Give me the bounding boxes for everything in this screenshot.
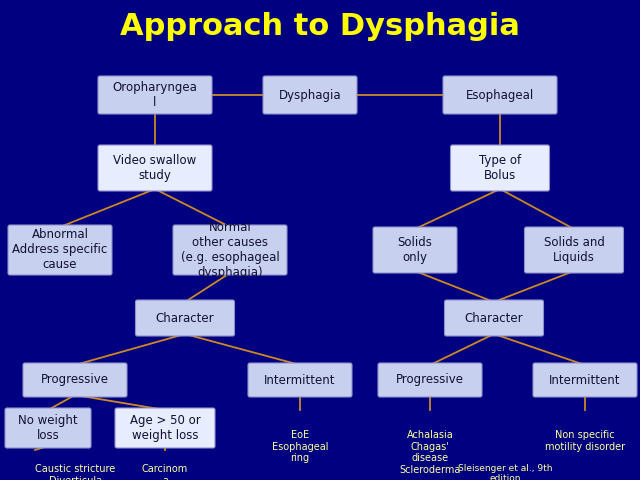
Text: Age > 50 or
weight loss: Age > 50 or weight loss (130, 414, 200, 442)
Text: Abnormal
Address specific
cause: Abnormal Address specific cause (12, 228, 108, 272)
FancyBboxPatch shape (5, 408, 91, 448)
FancyBboxPatch shape (445, 300, 543, 336)
Text: Character: Character (465, 312, 524, 324)
Text: Esophageal: Esophageal (466, 88, 534, 101)
Text: Type of
Bolus: Type of Bolus (479, 154, 521, 182)
FancyBboxPatch shape (373, 227, 457, 273)
FancyBboxPatch shape (533, 363, 637, 397)
Text: Solids and
Liquids: Solids and Liquids (543, 236, 604, 264)
Text: Normal
other causes
(e.g. esophageal
dysphagia): Normal other causes (e.g. esophageal dys… (180, 221, 280, 279)
Text: Intermittent: Intermittent (264, 373, 336, 386)
Text: Intermittent: Intermittent (549, 373, 621, 386)
Text: Achalasia
Chagas'
disease
Scleroderma: Achalasia Chagas' disease Scleroderma (399, 430, 461, 475)
Text: EoE
Esophageal
ring: EoE Esophageal ring (272, 430, 328, 463)
FancyBboxPatch shape (525, 227, 623, 273)
FancyBboxPatch shape (378, 363, 482, 397)
FancyBboxPatch shape (263, 76, 357, 114)
FancyBboxPatch shape (136, 300, 234, 336)
Text: Oropharyngea
l: Oropharyngea l (113, 81, 197, 109)
Text: Sleisenger et al., 9th
edition: Sleisenger et al., 9th edition (458, 464, 552, 480)
Text: Dysphagia: Dysphagia (278, 88, 341, 101)
FancyBboxPatch shape (173, 225, 287, 275)
FancyBboxPatch shape (248, 363, 352, 397)
Text: Carcinom
a: Carcinom a (142, 464, 188, 480)
Text: Approach to Dysphagia: Approach to Dysphagia (120, 12, 520, 41)
Text: No weight
loss: No weight loss (18, 414, 78, 442)
Text: Video swallow
study: Video swallow study (113, 154, 196, 182)
FancyBboxPatch shape (443, 76, 557, 114)
FancyBboxPatch shape (115, 408, 215, 448)
FancyBboxPatch shape (98, 76, 212, 114)
Text: Progressive: Progressive (396, 373, 464, 386)
FancyBboxPatch shape (451, 145, 550, 191)
FancyBboxPatch shape (23, 363, 127, 397)
Text: Solids
only: Solids only (397, 236, 433, 264)
Text: Caustic stricture
Diverticula
Peptic stricture: Caustic stricture Diverticula Peptic str… (35, 464, 115, 480)
Text: Progressive: Progressive (41, 373, 109, 386)
FancyBboxPatch shape (8, 225, 112, 275)
Text: Non specific
motility disorder: Non specific motility disorder (545, 430, 625, 452)
Text: Character: Character (156, 312, 214, 324)
FancyBboxPatch shape (98, 145, 212, 191)
